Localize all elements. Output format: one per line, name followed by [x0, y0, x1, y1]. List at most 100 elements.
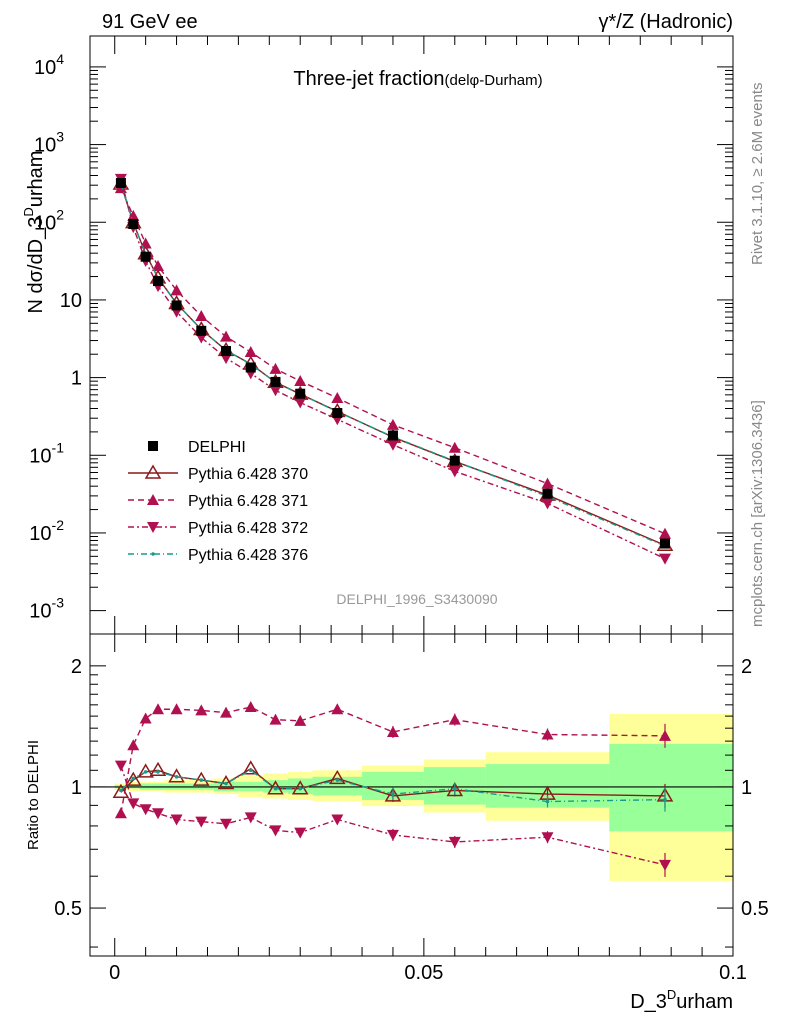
ratio-series-point [170, 703, 183, 715]
main-y-tick-exp: 2 [56, 206, 64, 222]
ratio-series-point [119, 788, 123, 793]
analysis-label: DELPHI_1996_S3430090 [336, 591, 497, 607]
main-y-tick-exp: -1 [52, 439, 65, 455]
main-frame [89, 35, 734, 635]
ratio-y-ticks: 0.5 0.5 1 1 2 2 [54, 656, 769, 948]
ratio-series-point [452, 786, 457, 791]
data-point [332, 408, 343, 419]
ratio-series-point [242, 760, 260, 775]
main-series-point [294, 397, 307, 409]
ratio-series-point [152, 703, 165, 715]
main-series-point [331, 392, 344, 404]
main-series-point [541, 477, 554, 489]
ratio-series-point [168, 768, 185, 783]
ratio-series-point [384, 787, 402, 802]
ratio-series-point [244, 812, 257, 824]
main-y-tick-label: 103 [34, 129, 64, 157]
main-y-tick-exp: 3 [56, 129, 64, 145]
data-point [140, 251, 151, 262]
main-y-tick-exp: -3 [52, 595, 65, 611]
ratio-x-tick-label: 0.1 [719, 962, 747, 984]
legend-label: Pythia 6.428 372 [188, 520, 308, 537]
main-y-tick-exp: 4 [56, 51, 64, 67]
main-y-tick-label: 1 [71, 368, 82, 390]
data-point [387, 430, 398, 441]
ratio-series-line [120, 769, 666, 803]
legend: DELPHI Pythia 6.428 370 Pythia 6.428 371 Py… [128, 439, 308, 564]
header-left: 91 GeV ee [102, 11, 198, 33]
ratio-y-tick-label-right: 1 [741, 777, 752, 799]
ratio-series-point [331, 703, 344, 715]
data-point [115, 178, 126, 189]
main-series-point [170, 284, 183, 296]
legend-label: Pythia 6.428 376 [188, 547, 308, 564]
ratio-series-point [195, 704, 208, 716]
ratio-series-point [448, 713, 461, 725]
ratio-series-point [335, 778, 340, 782]
ratio-series-point [220, 706, 233, 718]
uncertainty-band-inner [287, 778, 313, 795]
main-x-ticks [114, 36, 734, 634]
ratio-series-point [273, 786, 278, 791]
ratio-series-point [329, 769, 346, 785]
main-y-tick-label: 10-1 [29, 439, 64, 467]
ratio-series-point [220, 818, 233, 830]
main-y-tick-label: 10-2 [29, 517, 64, 545]
main-title: Three-jet fraction(delφ-Durham) [293, 68, 542, 90]
data-point [270, 376, 281, 387]
ratio-series-point [114, 760, 127, 772]
ratio-series-point [541, 728, 554, 740]
ratio-series-point [127, 798, 140, 810]
ratio-y-tick-label-right: 0.5 [741, 898, 769, 920]
ratio-series-point [192, 771, 210, 786]
data-point [245, 362, 256, 373]
legend-label: Pythia 6.428 371 [188, 493, 308, 510]
ratio-series-point [658, 729, 671, 741]
ratio-series-point [294, 827, 307, 839]
main-series-point [386, 418, 399, 430]
ratio-series-point [331, 814, 344, 826]
data-point [128, 218, 139, 229]
main-series-point [541, 498, 554, 510]
ratio-series-point [545, 799, 550, 804]
xlabel-sup: D [667, 987, 676, 1002]
ratio-series-line [120, 706, 665, 814]
ratio-series-point [156, 770, 160, 774]
main-series-point [244, 346, 257, 358]
ratio-series-point [139, 804, 152, 816]
legend-marker-data [148, 441, 158, 451]
data-point [153, 276, 164, 287]
main-y-label: N dσ/dD_3Durham [21, 151, 47, 314]
ratio-series-point [269, 825, 282, 837]
ratio-series-point [658, 859, 671, 871]
main-y-tick-base: 10 [34, 57, 56, 79]
header-right: γ*/Z (Hadronic) [599, 11, 733, 33]
header-right-text: (Hadronic) [640, 11, 733, 33]
main-series [112, 173, 674, 565]
main-y-tick-base: 10 [60, 290, 82, 312]
data-point [221, 346, 232, 357]
ratio-y-tick-label: 0.5 [54, 898, 82, 920]
main-series-line [120, 183, 666, 546]
main-series-point [294, 374, 307, 386]
main-y-tick-base: 10 [29, 523, 51, 545]
main-series-point [448, 466, 461, 478]
title-text: Three-jet fraction [293, 68, 444, 90]
ratio-series-point [298, 786, 303, 791]
ratio-series-point [269, 713, 282, 725]
ratio-y-label: Ratio to DELPHI [25, 740, 42, 850]
data-point [542, 488, 553, 499]
main-series-point [220, 330, 233, 342]
legend-marker-p372 [147, 522, 159, 533]
ratio-series-point [149, 761, 167, 777]
ratio-series-line [120, 765, 666, 866]
main-y-tick-label: 104 [34, 51, 64, 79]
ratio-y-tick-label: 2 [71, 656, 82, 678]
ratio-series-point [199, 778, 204, 782]
data-point [171, 300, 182, 311]
main-y-tick-base: 10 [29, 601, 51, 623]
main-series-point [386, 439, 399, 451]
data-point [295, 388, 306, 399]
main-series-point [269, 362, 282, 374]
